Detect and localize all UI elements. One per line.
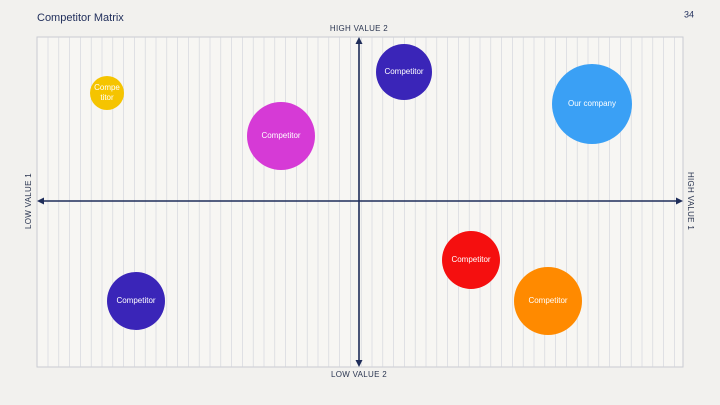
bubble-label: Compe xyxy=(94,83,120,92)
axes xyxy=(37,37,683,367)
arrow-down xyxy=(355,360,363,367)
slide-title: Competitor Matrix xyxy=(37,12,124,24)
bubble-label: Competitor xyxy=(451,255,490,264)
bubble-label: Competitor xyxy=(528,296,567,305)
bubble xyxy=(376,44,432,100)
bubble xyxy=(442,231,500,289)
page-number: 34 xyxy=(684,9,694,19)
arrow-left xyxy=(37,197,44,205)
bubble-label: Competitor xyxy=(116,296,155,305)
bubble-label: Competitor xyxy=(384,67,423,76)
bubble xyxy=(514,267,582,335)
bubble xyxy=(247,102,315,170)
axis-label-right: HIGH VALUE 1 xyxy=(686,172,695,230)
arrow-up xyxy=(355,37,363,44)
axis-label-left: LOW VALUE 1 xyxy=(24,173,33,229)
arrow-right xyxy=(676,197,683,205)
bubble-label: Our company xyxy=(568,99,616,108)
bubble-label: Competitor xyxy=(261,131,300,140)
axis-label-top: HIGH VALUE 2 xyxy=(330,24,388,33)
bubble xyxy=(552,64,632,144)
bubble xyxy=(107,272,165,330)
bubble-label: titor xyxy=(100,93,114,102)
axis-label-bottom: LOW VALUE 2 xyxy=(331,370,387,379)
bubble xyxy=(90,76,124,110)
bubbles: Competitor Competitor Competitor Our compan… xyxy=(90,44,632,335)
